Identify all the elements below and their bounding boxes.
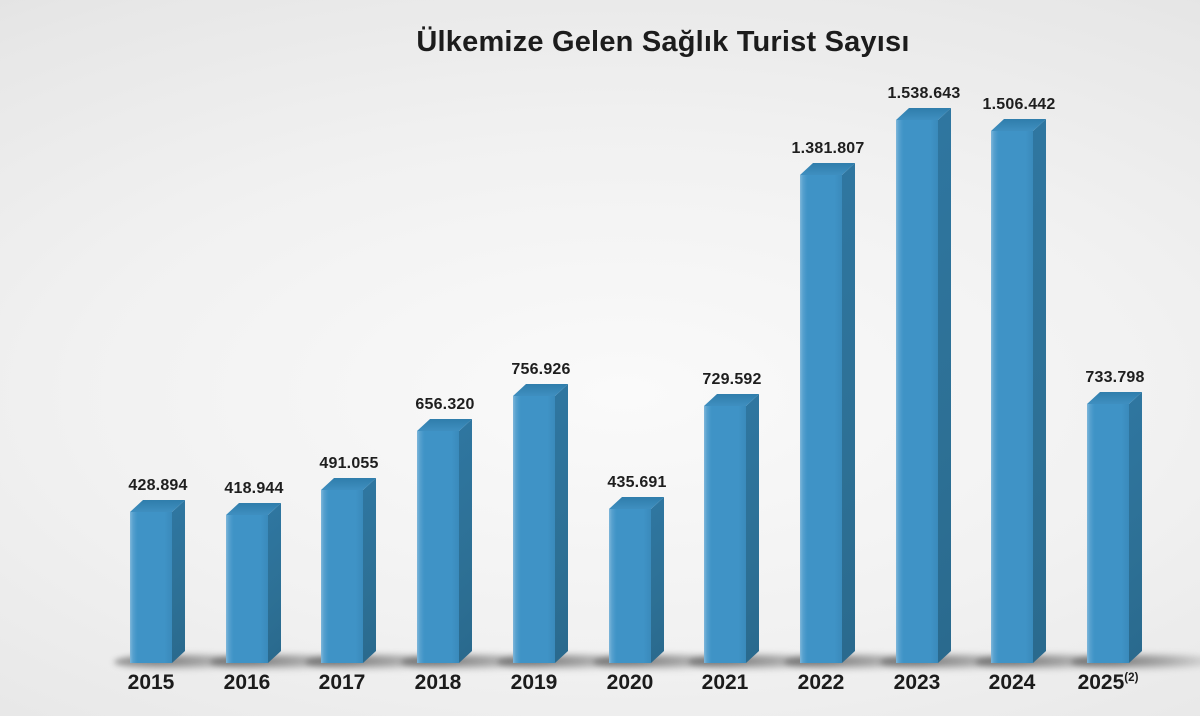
value-label-2025: 733.798 bbox=[1085, 369, 1145, 386]
bar-side-face-2016 bbox=[268, 503, 281, 663]
x-tick-label-2022: 2022 bbox=[797, 671, 845, 694]
chart-title: Ülkemize Gelen Sağlık Turist Sayısı bbox=[416, 26, 910, 58]
value-label-2022: 1.381.807 bbox=[791, 140, 865, 157]
value-label-2016: 418.944 bbox=[224, 480, 284, 497]
bar-side-face-2015 bbox=[172, 500, 185, 663]
x-tick-label-2018: 2018 bbox=[414, 671, 462, 694]
value-label-2018: 656.320 bbox=[415, 396, 475, 413]
value-label-2021: 729.592 bbox=[702, 371, 762, 388]
value-label-2015: 428.894 bbox=[128, 477, 188, 494]
bar-2020 bbox=[609, 509, 651, 663]
bar-side-face-2019 bbox=[555, 384, 568, 663]
bar-side-face-2017 bbox=[363, 478, 376, 663]
x-tick-label-2019: 2019 bbox=[510, 671, 558, 694]
bar-2021 bbox=[704, 406, 746, 663]
bar-side-face-2024 bbox=[1033, 119, 1046, 663]
value-label-2019: 756.926 bbox=[511, 361, 571, 378]
bar-2016 bbox=[226, 515, 268, 663]
x-tick-label-2021: 2021 bbox=[701, 671, 749, 694]
bar-2023 bbox=[896, 120, 938, 663]
bar-side-face-2025 bbox=[1129, 392, 1142, 663]
x-tick-label-2016: 2016 bbox=[223, 671, 271, 694]
bar-2025 bbox=[1087, 404, 1129, 663]
x-tick-label-2015: 2015 bbox=[127, 671, 175, 694]
x-tick-label-2023: 2023 bbox=[893, 671, 941, 694]
bar-side-face-2020 bbox=[651, 497, 664, 663]
x-tick-label-2020: 2020 bbox=[606, 671, 654, 694]
bar-2024 bbox=[991, 131, 1033, 663]
bar-side-face-2023 bbox=[938, 108, 951, 663]
bar-side-face-2018 bbox=[459, 419, 472, 663]
x-tick-label-2025: 2025(2) bbox=[1077, 671, 1139, 694]
value-label-2020: 435.691 bbox=[607, 474, 667, 491]
bar-side-face-2021 bbox=[746, 394, 759, 663]
value-label-2023: 1.538.643 bbox=[887, 85, 961, 102]
bar-side-face-2022 bbox=[842, 163, 855, 663]
bar-2018 bbox=[417, 431, 459, 663]
bar-2017 bbox=[321, 490, 363, 663]
x-tick-label-2024: 2024 bbox=[988, 671, 1036, 694]
value-label-2024: 1.506.442 bbox=[982, 96, 1056, 113]
year-footnote-marker: (2) bbox=[1124, 672, 1139, 684]
bar-2019 bbox=[513, 396, 555, 663]
bar-2015 bbox=[130, 512, 172, 663]
x-tick-label-2017: 2017 bbox=[318, 671, 366, 694]
bar-2022 bbox=[800, 175, 842, 663]
value-label-2017: 491.055 bbox=[319, 455, 379, 472]
